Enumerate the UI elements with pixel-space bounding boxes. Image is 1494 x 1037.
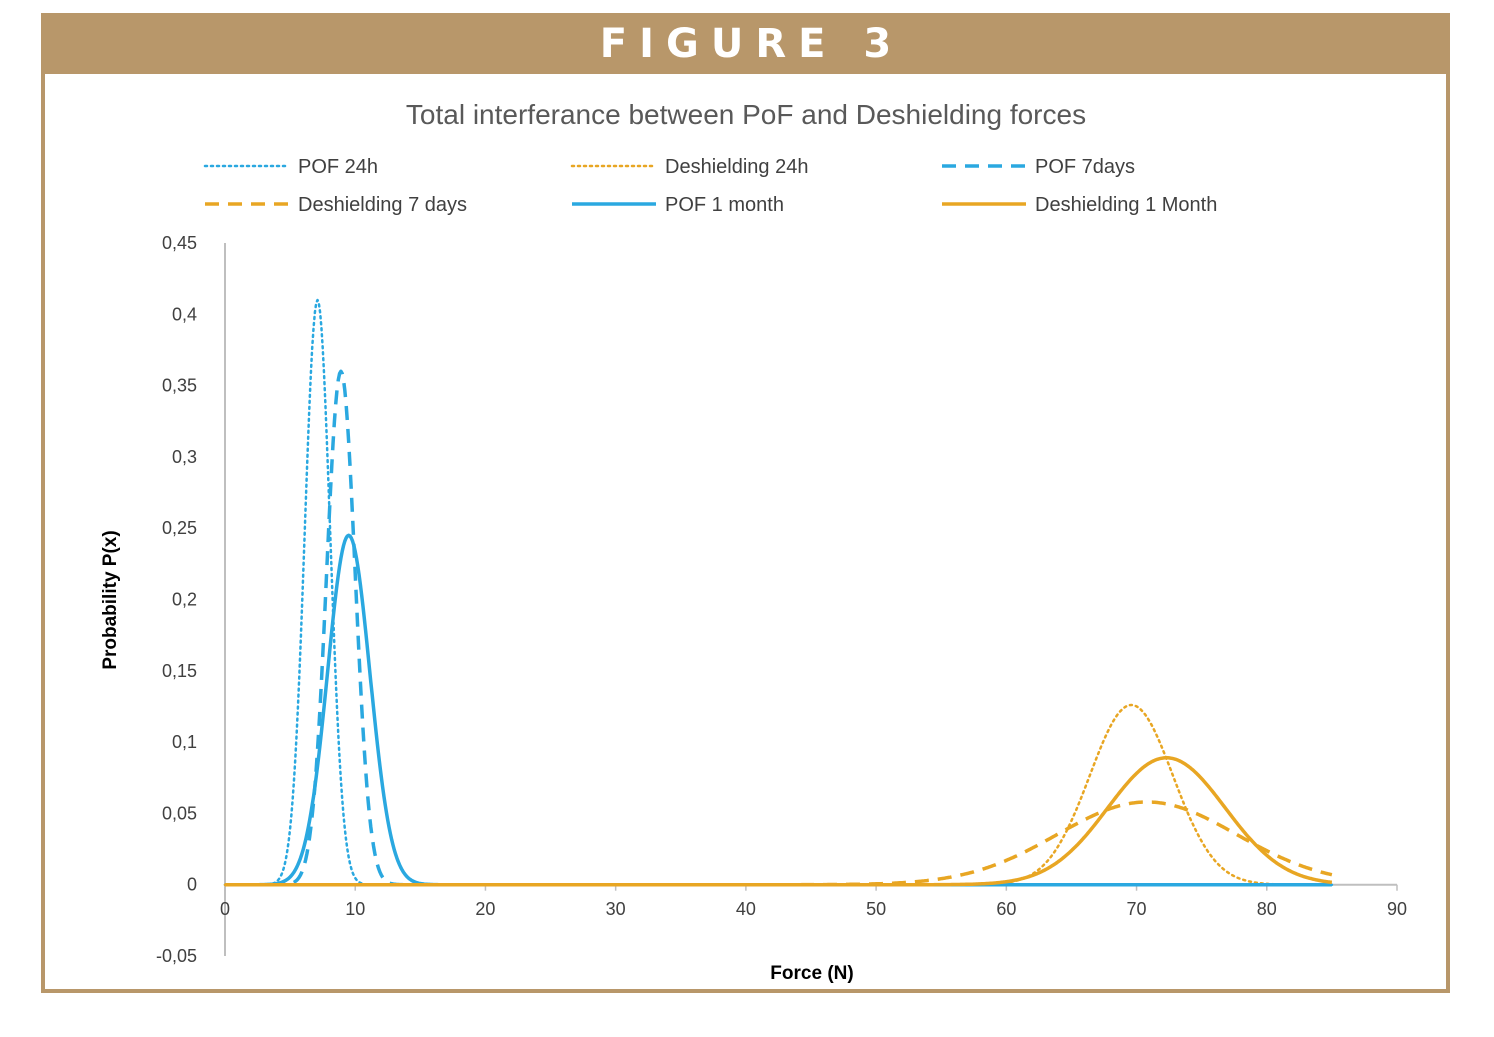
y-tick-label: 0,35 bbox=[162, 376, 197, 396]
y-tick-label: 0,05 bbox=[162, 803, 197, 823]
x-tick-label: 80 bbox=[1257, 899, 1277, 919]
y-tick-label: 0,15 bbox=[162, 661, 197, 681]
x-tick-label: 70 bbox=[1127, 899, 1147, 919]
y-tick-label: 0,2 bbox=[172, 590, 197, 610]
y-tick-label: 0,45 bbox=[162, 233, 197, 253]
x-tick-label: 0 bbox=[220, 899, 230, 919]
axes: -0,05 0 0,05 0,1 0,15 0,2 0,25 0,3 0,35 0,4 0,45 0 1… bbox=[156, 233, 1407, 966]
y-tick-label: -0,05 bbox=[156, 946, 197, 966]
x-tick-label: 50 bbox=[866, 899, 886, 919]
series-line-5 bbox=[224, 533, 1333, 887]
figure-banner: FIGURE 3 bbox=[41, 13, 1450, 74]
x-tick-label: 60 bbox=[996, 899, 1016, 919]
y-tick-label: 0,3 bbox=[172, 447, 197, 467]
x-tick-label: 20 bbox=[475, 899, 495, 919]
x-tick-label: 90 bbox=[1387, 899, 1407, 919]
figure-frame bbox=[41, 13, 1450, 993]
series-layer bbox=[223, 298, 1334, 887]
legend-label: Deshielding 24h bbox=[665, 156, 808, 178]
y-tick-label: 0 bbox=[187, 875, 197, 895]
legend-label: Deshielding 7 days bbox=[298, 194, 467, 216]
y-tick-label: 0,25 bbox=[162, 518, 197, 538]
y-axis-label: Probability P(x) bbox=[100, 530, 121, 669]
series-line-1 bbox=[223, 298, 1334, 886]
series-line-6 bbox=[224, 756, 1333, 887]
x-tick-label: 40 bbox=[736, 899, 756, 919]
x-tick-label: 10 bbox=[345, 899, 365, 919]
legend-label: POF 7days bbox=[1035, 156, 1135, 178]
y-tick-label: 0,1 bbox=[172, 732, 197, 752]
series-line-2 bbox=[223, 703, 1334, 886]
x-tick-label: 30 bbox=[606, 899, 626, 919]
legend: POF 24h Deshielding 24h POF 7days Deshieldi… bbox=[203, 156, 1217, 216]
legend-label: Deshielding 1 Month bbox=[1035, 194, 1217, 216]
legend-label: POF 24h bbox=[298, 156, 378, 178]
series-line-3 bbox=[224, 369, 1333, 887]
legend-label: POF 1 month bbox=[665, 194, 784, 216]
y-tick-label: 0,4 bbox=[172, 304, 197, 324]
figure-banner-title: FIGURE 3 bbox=[599, 20, 904, 67]
chart-title: Total interferance between PoF and Deshi… bbox=[406, 99, 1086, 130]
x-axis-label: Force (N) bbox=[770, 963, 853, 984]
